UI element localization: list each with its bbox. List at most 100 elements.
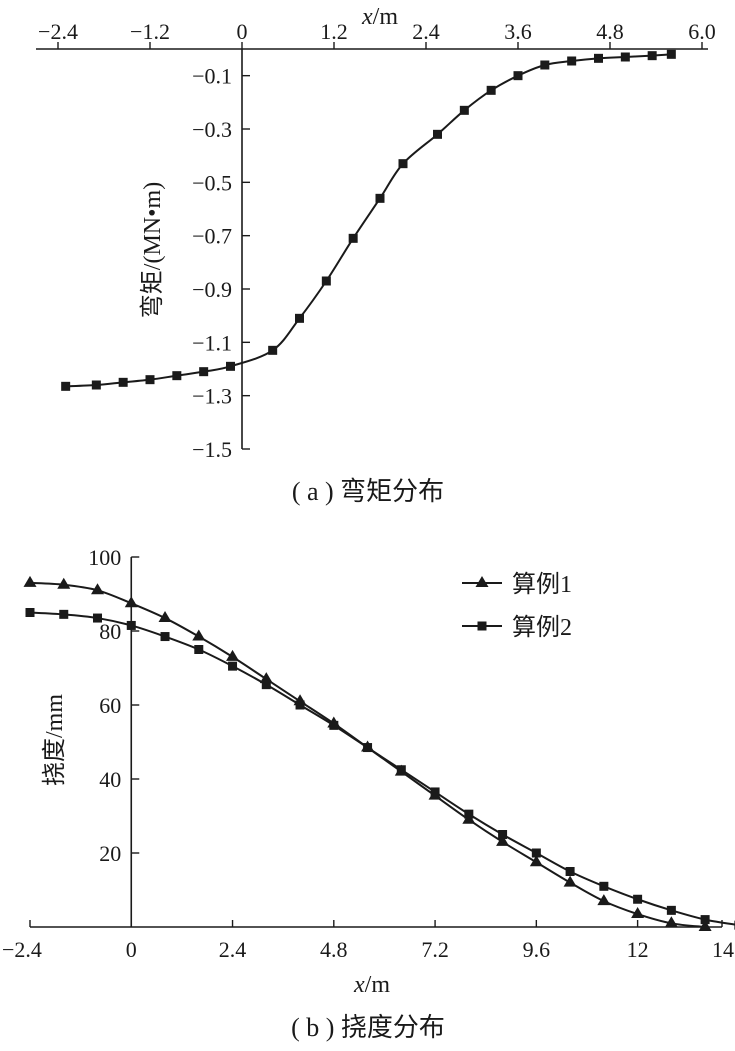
chart-b-series-1-point — [496, 834, 510, 846]
chart-a-y-tick-label: −1.5 — [192, 437, 232, 462]
chart-a-data-point — [321, 276, 331, 286]
chart-a-x-tick-label: −2.4 — [38, 19, 78, 44]
legend-label-series-2: 算例2 — [512, 614, 572, 641]
chart-b-series-2-point — [700, 915, 710, 925]
chart-a-data-point — [61, 381, 71, 391]
chart-a-data-point — [486, 85, 496, 95]
chart-a-y-tick-label: −0.7 — [192, 224, 232, 249]
chart-a-series — [61, 49, 676, 391]
chart-a-x-tick-label: 4.8 — [596, 19, 624, 44]
chart-b-series-2-point — [329, 720, 339, 730]
chart-a-x-tick-label: 6.0 — [688, 19, 716, 44]
chart-b-series-1-point — [529, 855, 543, 867]
chart-a-x-tick-label: 0 — [237, 19, 248, 44]
chart-b-legend: 算例1 算例2 — [462, 571, 572, 641]
chart-b-series-2-point — [59, 609, 69, 619]
chart-b-series-2-point — [430, 787, 440, 797]
chart-b-y-ticks: 100 80 60 40 20 — [88, 545, 140, 866]
chart-a-x-axis-label: x/m — [361, 4, 398, 30]
chart-a-y-tick-label: −0.1 — [192, 64, 232, 89]
chart-b-x-tick-label: 12 — [627, 937, 649, 962]
chart-b-x-tick-label: 0 — [126, 937, 137, 962]
chart-a-x-tick-label: 1.2 — [320, 19, 348, 44]
chart-b-series-1-point — [57, 577, 71, 589]
chart-b-series-2-point — [666, 905, 676, 915]
chart-b-series — [23, 575, 735, 931]
chart-b-series-2-point — [498, 830, 508, 839]
chart-b-series-1-point — [23, 575, 37, 587]
chart-b-series-2-point — [565, 867, 575, 876]
chart-b-series-2-point — [228, 661, 238, 671]
chart-b-axes — [30, 557, 722, 928]
chart-b-x-tick-label: 7.2 — [421, 937, 449, 962]
chart-b-series-1-point — [698, 920, 712, 931]
chart-a-caption: ( a ) 弯矩分布 — [292, 477, 444, 506]
legend-entry-series-2: 算例2 — [462, 614, 572, 641]
chart-a-data-point — [268, 345, 278, 355]
chart-b-series-1-point — [664, 916, 678, 928]
chart-b-series-1-point — [158, 611, 172, 623]
chart-b-series-1-point — [124, 596, 138, 608]
chart-a-data-point — [199, 367, 209, 377]
chart-b-series-1-point — [563, 875, 577, 887]
legend-label-series-1: 算例1 — [512, 571, 572, 598]
chart-b-x-tick-label: −2.4 — [2, 937, 42, 962]
chart-b-series-1-point — [597, 894, 611, 906]
chart-a-data-point — [567, 56, 577, 66]
chart-a-y-tick-label: −0.3 — [192, 117, 232, 142]
chart-a-bending-moment: x/m −2.4 −1.2 0 1.2 2.4 3.6 4.8 6.0 −0.1 −0.3 −0.… — [36, 4, 716, 506]
chart-b-series-1-point — [91, 583, 105, 595]
chart-a-x-tick-label: −1.2 — [130, 19, 170, 44]
chart-b-y-tick-label: 20 — [99, 841, 121, 866]
chart-a-data-point — [295, 313, 304, 323]
chart-b-y-tick-label: 100 — [88, 545, 121, 570]
chart-b-series-2-point — [25, 608, 35, 617]
chart-b-series-2-point — [126, 620, 136, 630]
chart-a-data-point — [398, 159, 408, 169]
chart-a-data-point — [91, 380, 101, 390]
chart-b-series-2-point — [599, 881, 609, 891]
chart-a-data-point — [145, 375, 155, 385]
chart-b-series-2-point — [633, 894, 643, 904]
chart-a-data-point — [375, 193, 385, 203]
chart-a-data-point — [348, 233, 358, 243]
chart-a-data-point — [226, 361, 235, 371]
chart-b-series-1-point — [631, 907, 645, 919]
chart-a-y-tick-label: −1.3 — [192, 384, 232, 409]
chart-a-data-point — [647, 51, 657, 61]
chart-a-data-point — [172, 371, 182, 381]
chart-b-series-2-point — [531, 848, 541, 858]
chart-b-x-tick-label: 2.4 — [219, 937, 247, 962]
chart-a-x-ticks: −2.4 −1.2 0 1.2 2.4 3.6 4.8 6.0 — [38, 19, 716, 49]
chart-a-data-point — [540, 60, 550, 70]
chart-b-series-1-point — [192, 629, 206, 641]
chart-a-data-point — [433, 129, 442, 139]
chart-b-series-2-point — [363, 743, 373, 753]
chart-b-series-2-point — [261, 680, 271, 690]
chart-b-x-tick-label: 9.6 — [523, 937, 551, 962]
chart-b-y-tick-label: 40 — [99, 767, 121, 792]
chart-a-y-tick-label: −1.1 — [192, 330, 232, 355]
chart-b-x-axis-label: x/m — [353, 972, 390, 998]
chart-a-data-point — [666, 49, 676, 59]
chart-b-caption: ( b ) 挠度分布 — [291, 1013, 445, 1042]
chart-a-y-tick-label: −0.9 — [192, 277, 232, 302]
chart-b-series-line-2 — [29, 611, 735, 926]
chart-b-y-axis-label: 挠度/mm — [41, 694, 68, 786]
chart-b-series-2-point — [160, 632, 170, 642]
chart-a-y-axis-label: 弯矩/(MN•m) — [139, 182, 166, 318]
chart-b-series-2-point — [93, 613, 103, 623]
chart-b-series-2-point — [464, 809, 474, 819]
chart-a-x-tick-label: 3.6 — [504, 19, 532, 44]
chart-a-y-ticks: −0.1 −0.3 −0.5 −0.7 −0.9 −1.1 −1.3 −1.5 — [192, 64, 250, 462]
chart-b-y-tick-label: 60 — [99, 693, 121, 718]
chart-a-x-tick-label: 2.4 — [412, 19, 440, 44]
chart-a-data-point — [459, 105, 469, 115]
chart-b-x-tick-label: 4.8 — [320, 937, 348, 962]
chart-a-data-point — [594, 53, 603, 63]
chart-b-series-2-point — [194, 645, 204, 654]
chart-b-series-2-point — [396, 765, 406, 775]
chart-b-x-tick-label: 14 — [712, 937, 734, 962]
